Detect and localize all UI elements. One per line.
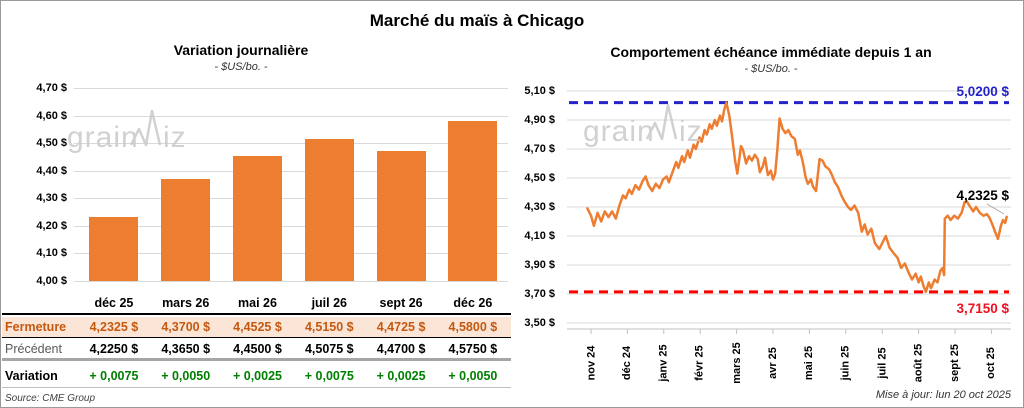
price-cell: 4,5075 $ [304, 341, 354, 356]
line-chart-canvas [567, 90, 1011, 334]
price-line [586, 101, 1008, 294]
y-gridline [74, 115, 508, 117]
price-cell: 4,4700 $ [376, 341, 426, 356]
line-chart-subtitle: - $US/bo. - [744, 63, 798, 75]
x-axis-month-text: déc 24 [621, 345, 634, 381]
bar-mai-26 [233, 156, 282, 281]
price-cell: + 0,0075 [89, 368, 139, 383]
y-axis-tick-label: 3,50 $ [524, 317, 555, 329]
price-cell: 4,4500 $ [233, 341, 282, 356]
price-cell: + 0,0050 [161, 368, 211, 383]
y-axis-tick-label: 4,70 $ [36, 82, 67, 94]
y-axis-tick-label: 4,30 $ [36, 192, 67, 205]
y-gridline [74, 143, 508, 145]
y-axis-tick-label: 4,50 $ [524, 172, 555, 184]
bar-déc-26 [448, 121, 498, 281]
row-label: Précédent [5, 341, 62, 356]
price-cell: + 0,0025 [232, 368, 282, 383]
x-axis-month-text: sept 25 [948, 344, 961, 382]
x-axis-month-text: mars 25 [730, 342, 743, 384]
grainwiz-watermark-logo: grain iz [583, 99, 715, 156]
bar-déc-25 [89, 216, 139, 281]
price-cell: + 0,0050 [448, 368, 498, 383]
last-price-label: 4,2325 $ [956, 188, 1009, 203]
x-axis-month-text: juin 25 [839, 345, 852, 381]
contract-month-header: mai 26 [238, 295, 277, 310]
grainwiz-watermark-logo: grain iz [67, 105, 199, 162]
y-axis-tick-label: 4,50 $ [36, 137, 67, 150]
y-axis-tick-label: 5,10 $ [524, 85, 555, 97]
table-row-precedent: Précédent 4,2250 $ 4,3650 $ 4,4500 $ 4,5075 … [2, 339, 511, 361]
watermark-text-iz: iz [679, 115, 703, 148]
label-leader-line [986, 203, 1005, 215]
line-chart-title: Comportement échéance immédiate depuis 1… [610, 44, 932, 60]
y-axis-tick-label: 4,30 $ [524, 201, 555, 213]
bar-chart-title: Variation journalière [173, 42, 309, 58]
y-axis-tick-label: 4,60 $ [36, 109, 67, 122]
x-axis-month-text: nov 24 [584, 345, 597, 381]
update-date-note: Mise à jour: lun 20 oct 2025 [875, 389, 1011, 401]
bar-sept-26 [376, 150, 426, 281]
support-value-label: 3,7150 $ [956, 301, 1009, 316]
y-gridline [74, 225, 508, 227]
watermark-zigzag-w [129, 109, 162, 147]
grainwiz-logo-svg: grain iz [583, 103, 703, 148]
price-cell: 4,3700 $ [161, 320, 211, 334]
price-cell: 4,3650 $ [161, 341, 211, 356]
x-axis-month-text: août 25 [912, 343, 925, 383]
table-header-row: déc 25 mars 26 mai 26 juil 26 sept 26 déc 26 [2, 292, 511, 315]
watermark-zigzag-w [645, 103, 678, 141]
price-cell: + 0,0075 [304, 368, 354, 383]
bar-juil-26 [304, 139, 354, 281]
price-cell: 4,5800 $ [448, 320, 498, 334]
price-cell: 4,5150 $ [304, 320, 354, 334]
price-cell: 4,2325 $ [89, 320, 139, 334]
price-cell: 4,4525 $ [233, 320, 282, 334]
y-axis-tick-label: 4,40 $ [36, 164, 67, 177]
y-gridline [74, 253, 508, 255]
y-axis-tick-label: 4,70 $ [524, 143, 555, 155]
x-axis-month-label: oct 25 [960, 332, 1022, 394]
x-axis-month-text: févr 25 [694, 345, 707, 381]
contract-month-header: mars 26 [162, 295, 210, 310]
price-cell: 4,2250 $ [89, 341, 139, 356]
table-row-fermeture: Fermeture 4,2325 $ 4,3700 $ 4,4525 $ 4,5150 … [2, 317, 511, 338]
price-cell: + 0,0025 [376, 368, 426, 383]
table-row-variation: Variation + 0,0075 + 0,0050 + 0,0025 + 0,007… [2, 364, 511, 388]
y-axis-tick-label: 4,20 $ [36, 219, 67, 232]
x-axis-month-text: juil 25 [876, 347, 889, 379]
y-axis-tick-label: 3,70 $ [524, 288, 555, 300]
grainwiz-logo-svg: grain iz [67, 109, 187, 154]
x-axis-month-text: oct 25 [985, 347, 998, 379]
row-label: Variation [5, 368, 58, 383]
watermark-text-iz: iz [163, 121, 187, 154]
price-cell: 4,4725 $ [376, 320, 426, 334]
bar-chart-subtitle: - $US/bo. - [214, 61, 268, 73]
resistance-value-label: 5,0200 $ [956, 84, 1009, 99]
price-cell: 4,5750 $ [448, 341, 498, 356]
x-axis-month-text: janv 25 [657, 344, 670, 382]
y-axis-tick-label: 4,90 $ [524, 114, 555, 126]
y-gridline [74, 88, 508, 89]
contract-month-header: juil 26 [311, 295, 347, 310]
contract-month-header: déc 25 [94, 295, 134, 310]
contract-month-header: déc 26 [453, 295, 493, 310]
y-gridline [74, 170, 508, 172]
y-axis-tick-label: 4,00 $ [36, 275, 67, 287]
contract-month-header: sept 26 [379, 295, 423, 310]
bar-mars-26 [161, 178, 211, 281]
y-axis-tick-label: 4,10 $ [524, 230, 555, 242]
y-gridline [74, 281, 508, 282]
watermark-text-grain: grain [67, 121, 139, 154]
source-note: Source: CME Group [5, 393, 96, 404]
watermark-text-grain: grain [583, 115, 655, 148]
y-axis-tick-label: 4,10 $ [36, 247, 67, 260]
x-axis-month-text: mai 25 [803, 345, 816, 381]
row-label: Fermeture [5, 320, 67, 334]
x-axis-month-text: avr 25 [767, 347, 779, 379]
y-gridline [74, 198, 508, 200]
y-axis-tick-label: 3,90 $ [524, 259, 555, 271]
page-title: Marché du maïs à Chicago [369, 11, 585, 30]
